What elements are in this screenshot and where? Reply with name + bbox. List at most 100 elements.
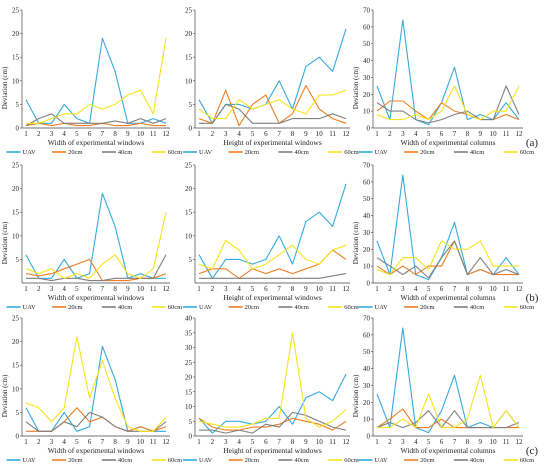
series-line-60cm bbox=[198, 239, 347, 270]
y-tick-label: 20 bbox=[185, 374, 193, 382]
x-tick-label: 12 bbox=[343, 438, 351, 446]
series-line-60cm bbox=[198, 89, 347, 120]
series-line-uav bbox=[25, 37, 167, 124]
x-tick-label: 12 bbox=[163, 438, 171, 446]
row-label: (b) bbox=[526, 292, 539, 304]
x-tick-label: 10 bbox=[137, 130, 145, 138]
x-tick-label: 5 bbox=[75, 130, 79, 138]
x-tick-label: 11 bbox=[503, 438, 510, 446]
y-tick-label: 25 bbox=[185, 359, 193, 367]
x-axis-label: Width of experimental windows bbox=[48, 293, 145, 302]
x-tick-label: 6 bbox=[440, 130, 444, 138]
x-tick-label: 8 bbox=[113, 285, 117, 293]
series-line-uav bbox=[376, 19, 520, 126]
legend-label: UAV bbox=[23, 149, 37, 156]
x-tick-label: 2 bbox=[37, 438, 41, 446]
y-tick-label: 70 bbox=[363, 315, 371, 323]
y-tick-label: 5 bbox=[16, 101, 20, 109]
y-tick-label: 0 bbox=[189, 433, 193, 441]
x-tick-label: 10 bbox=[316, 438, 324, 446]
x-axis-label: Width of experimental columns bbox=[401, 446, 496, 455]
y-tick-label: 15 bbox=[12, 362, 20, 370]
series-line-20cm bbox=[376, 240, 519, 276]
legend-label: 20cm bbox=[245, 457, 259, 464]
series-line-uav bbox=[25, 192, 166, 279]
y-tick-label: 10 bbox=[363, 108, 371, 116]
x-tick-label: 9 bbox=[304, 438, 308, 446]
legend-label: 60cm bbox=[520, 149, 534, 156]
legend-label: 60cm bbox=[520, 304, 534, 311]
x-tick-label: 12 bbox=[343, 285, 351, 293]
y-tick-label: 0 bbox=[16, 433, 20, 441]
series-line-60cm bbox=[25, 336, 167, 432]
series-line-20cm bbox=[25, 122, 166, 127]
y-tick-label: 60 bbox=[363, 23, 371, 31]
legend-label: UAV bbox=[375, 457, 389, 464]
legend-label: 20cm bbox=[420, 149, 434, 156]
legend-label: UAV bbox=[23, 457, 37, 464]
series-line-20cm bbox=[198, 417, 347, 431]
legend-label: 40cm bbox=[470, 457, 484, 464]
series-line-20cm bbox=[198, 249, 347, 279]
legend-label: 40cm bbox=[118, 304, 132, 311]
row-labels: (a) (b) (c) bbox=[526, 137, 539, 457]
series-line-uav bbox=[25, 345, 166, 432]
x-tick-label: 8 bbox=[466, 438, 470, 446]
legend-label: 40cm bbox=[118, 149, 132, 156]
x-tick-label: 3 bbox=[50, 130, 54, 138]
legend-label: 20cm bbox=[420, 457, 434, 464]
x-tick-label: 6 bbox=[440, 285, 444, 293]
x-tick-label: 9 bbox=[479, 130, 483, 138]
x-tick-label: 10 bbox=[490, 438, 498, 446]
legend-label: 60cm bbox=[344, 304, 358, 311]
x-tick-label: 4 bbox=[414, 285, 418, 293]
x-tick-label: 5 bbox=[251, 285, 255, 293]
x-tick-label: 1 bbox=[197, 130, 201, 138]
x-tick-label: 2 bbox=[211, 285, 215, 293]
y-tick-label: 5 bbox=[16, 409, 20, 417]
legend-label: 40cm bbox=[294, 149, 308, 156]
x-tick-label: 4 bbox=[62, 438, 66, 446]
y-tick-label: 30 bbox=[363, 229, 371, 237]
x-tick-label: 4 bbox=[62, 130, 66, 138]
x-tick-label: 11 bbox=[329, 438, 336, 446]
legend-label: 40cm bbox=[294, 457, 308, 464]
y-tick-label: 50 bbox=[363, 348, 371, 356]
x-tick-label: 6 bbox=[264, 438, 268, 446]
x-tick-label: 2 bbox=[211, 130, 215, 138]
legend-label: 20cm bbox=[245, 149, 259, 156]
x-tick-label: 4 bbox=[237, 285, 241, 293]
legend-label: 40cm bbox=[118, 457, 132, 464]
x-tick-label: 11 bbox=[329, 130, 336, 138]
x-tick-label: 4 bbox=[62, 285, 66, 293]
x-tick-label: 8 bbox=[466, 130, 470, 138]
y-tick-label: 0 bbox=[367, 280, 371, 288]
x-tick-label: 2 bbox=[211, 438, 215, 446]
x-tick-label: 1 bbox=[24, 130, 28, 138]
y-tick-label: 60 bbox=[363, 331, 371, 339]
x-tick-label: 4 bbox=[414, 130, 418, 138]
series-line-40cm bbox=[376, 85, 520, 124]
x-tick-label: 4 bbox=[414, 438, 418, 446]
x-tick-label: 1 bbox=[197, 285, 201, 293]
x-tick-label: 5 bbox=[427, 130, 431, 138]
x-tick-label: 2 bbox=[37, 285, 41, 293]
x-tick-label: 11 bbox=[150, 285, 157, 293]
y-tick-label: 40 bbox=[363, 212, 371, 220]
x-axis-label: Width of experimental windows bbox=[48, 138, 145, 147]
legend-label: 60cm bbox=[168, 304, 182, 311]
y-tick-label: 10 bbox=[12, 77, 20, 85]
y-axis-label: Deviation (cm) bbox=[1, 66, 9, 109]
x-tick-label: 10 bbox=[137, 438, 145, 446]
x-axis-label: Width of experimental windows bbox=[48, 446, 145, 455]
x-tick-label: 6 bbox=[88, 438, 92, 446]
series-line-40cm bbox=[376, 410, 520, 429]
y-tick-label: 5 bbox=[189, 101, 193, 109]
series-line-40cm bbox=[25, 113, 167, 127]
y-tick-label: 15 bbox=[12, 209, 20, 217]
x-tick-label: 5 bbox=[75, 285, 79, 293]
